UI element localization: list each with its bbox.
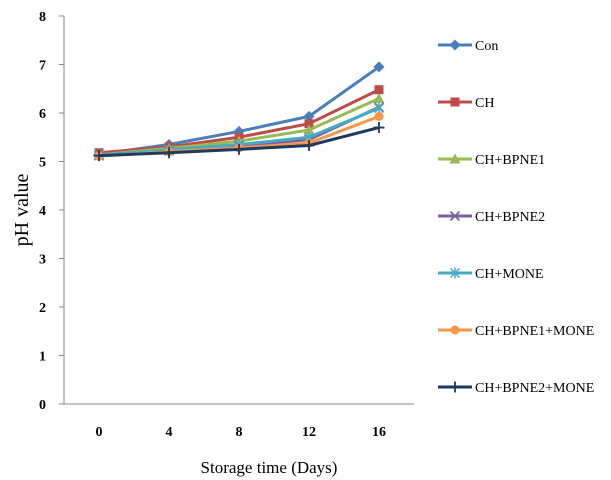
y-tick-label: 3 [39,253,46,268]
legend-item: CH+BPNE1+MONE [438,324,594,339]
data-point-plus [93,150,105,162]
x-tick-label: 12 [302,425,316,440]
x-tick-label: 4 [166,425,173,440]
data-point-square [304,119,314,129]
legend-label: CH+BPNE2+MONE [475,381,594,396]
legend-label: Con [475,39,498,54]
legend-item: CH+MONE [438,267,544,282]
x-tick-label: 16 [372,425,386,440]
y-tick-label: 8 [39,10,46,25]
data-point-plus [163,147,175,159]
data-point-diamond [449,39,461,51]
data-point-x [449,210,461,222]
legend-item: CH+BPNE2 [438,210,545,225]
legend-label: CH+BPNE2 [475,210,545,225]
data-point-circle [374,111,384,121]
series-layer [93,61,385,162]
y-tick-label: 1 [39,350,46,365]
legend-item: Con [438,39,498,54]
legend: Con CH CH+BPNE1 CH+BPNE2 CH+MONE CH+BPNE1+MON… [438,39,594,396]
legend-label: CH+BPNE1 [475,153,545,168]
data-point-asterisk [373,102,385,114]
legend-item: CH [438,96,494,111]
data-point-square [450,97,460,107]
data-point-plus [303,139,315,151]
data-point-diamond [373,61,385,73]
x-tick-label: 8 [236,425,243,440]
legend-item: CH+BPNE2+MONE [438,381,594,396]
legend-label: CH [475,96,494,111]
legend-item: CH+BPNE1 [438,153,545,168]
data-point-triangle [303,124,315,135]
y-tick-label: 7 [39,59,46,74]
legend-label: CH+BPNE1+MONE [475,324,594,339]
y-tick-label: 4 [39,204,46,219]
data-point-plus [449,381,461,393]
data-point-circle [450,325,460,335]
x-axis-title: Storage time (Days) [201,458,338,477]
y-tick-label: 6 [39,107,46,122]
data-point-diamond [303,110,315,122]
data-point-plus [233,143,245,155]
data-point-triangle [373,92,385,103]
data-point-square [374,85,384,95]
y-tick-label: 5 [39,156,46,171]
data-point-asterisk [449,267,461,279]
data-point-plus [373,122,385,134]
series-ch-bpne2-mone [93,122,385,162]
y-tick-label: 2 [39,301,46,316]
y-axis-title: pH value [11,174,33,247]
y-tick-label: 0 [39,398,46,413]
x-tick-label: 0 [96,425,103,440]
legend-label: CH+MONE [475,267,544,282]
data-point-triangle [449,153,461,164]
